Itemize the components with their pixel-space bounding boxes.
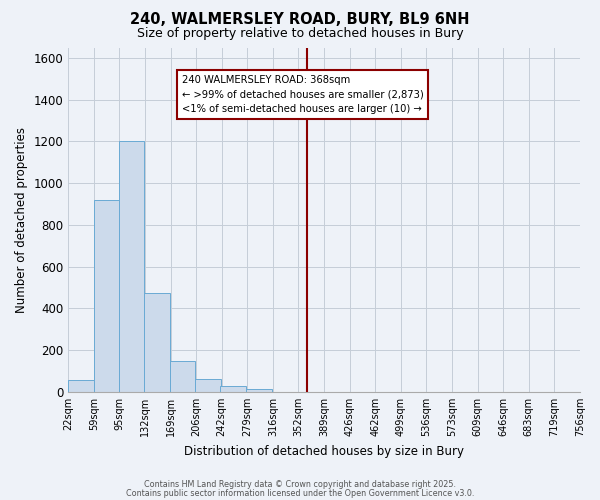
Text: Contains HM Land Registry data © Crown copyright and database right 2025.: Contains HM Land Registry data © Crown c… — [144, 480, 456, 489]
Bar — [144, 293, 170, 392]
Bar — [220, 386, 246, 392]
Bar — [68, 380, 94, 392]
Text: Size of property relative to detached houses in Bury: Size of property relative to detached ho… — [137, 28, 463, 40]
Text: 240 WALMERSLEY ROAD: 368sqm
← >99% of detached houses are smaller (2,873)
<1% of: 240 WALMERSLEY ROAD: 368sqm ← >99% of de… — [182, 74, 424, 114]
Text: Contains public sector information licensed under the Open Government Licence v3: Contains public sector information licen… — [126, 488, 474, 498]
Text: 240, WALMERSLEY ROAD, BURY, BL9 6NH: 240, WALMERSLEY ROAD, BURY, BL9 6NH — [130, 12, 470, 28]
X-axis label: Distribution of detached houses by size in Bury: Distribution of detached houses by size … — [184, 444, 464, 458]
Bar — [170, 360, 196, 392]
Y-axis label: Number of detached properties: Number of detached properties — [15, 126, 28, 312]
Bar — [196, 380, 221, 392]
Bar — [119, 142, 144, 392]
Bar — [94, 200, 119, 392]
Bar — [246, 389, 272, 392]
